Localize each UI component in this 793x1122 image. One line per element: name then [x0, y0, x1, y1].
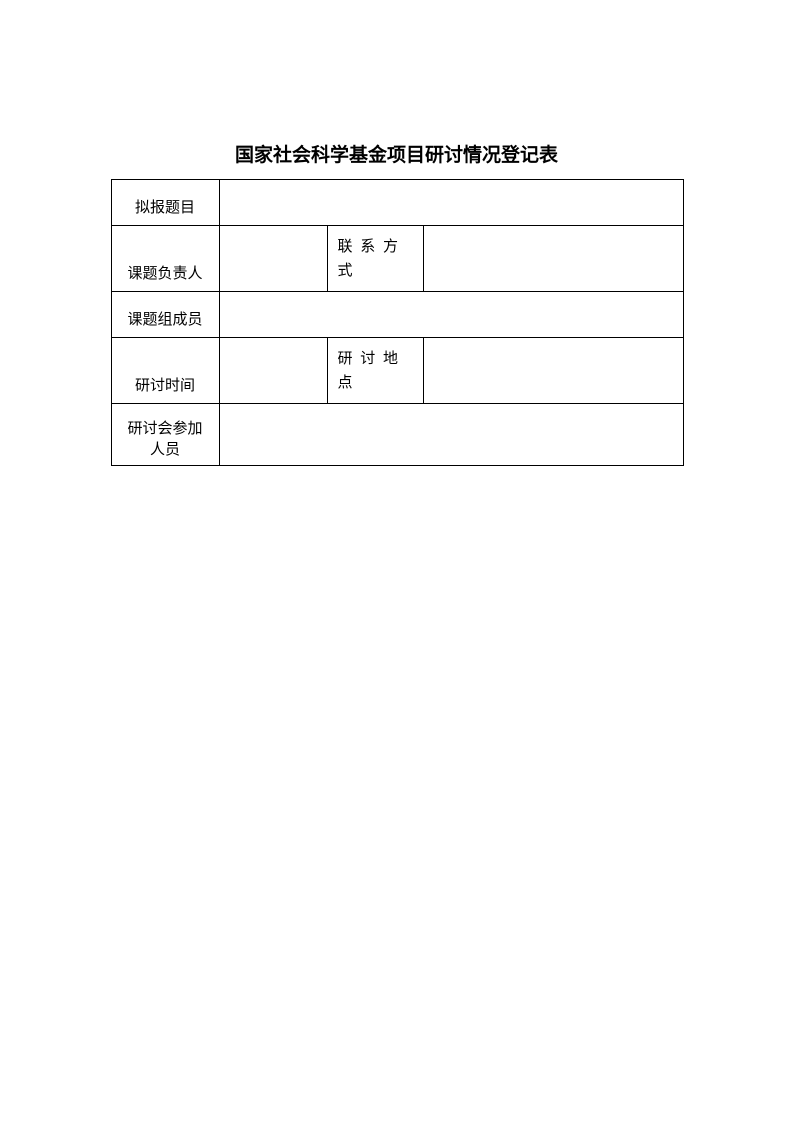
label-proposed-topic: 拟报题目: [111, 180, 219, 226]
value-project-leader: [219, 226, 327, 292]
value-discussion-place: [423, 338, 683, 404]
value-discussion-time: [219, 338, 327, 404]
label-project-leader: 课题负责人: [111, 226, 219, 292]
value-contact: [423, 226, 683, 292]
table-row: 课题组成员: [111, 292, 683, 338]
value-participants: [219, 404, 683, 466]
value-proposed-topic: [219, 180, 683, 226]
label-participants: 研讨会参加 人员: [111, 404, 219, 466]
registration-table: 拟报题目 课题负责人 联 系 方 式 课题组成员 研讨时间 研 讨 地 点: [111, 179, 684, 466]
table-row: 课题负责人 联 系 方 式: [111, 226, 683, 292]
label-discussion-place: 研 讨 地 点: [327, 338, 423, 404]
label-contact: 联 系 方 式: [327, 226, 423, 292]
table-row: 研讨会参加 人员: [111, 404, 683, 466]
form-title: 国家社会科学基金项目研讨情况登记表: [111, 140, 683, 167]
table-row: 研讨时间 研 讨 地 点: [111, 338, 683, 404]
value-team-members: [219, 292, 683, 338]
label-discussion-time: 研讨时间: [111, 338, 219, 404]
table-row: 拟报题目: [111, 180, 683, 226]
label-team-members: 课题组成员: [111, 292, 219, 338]
